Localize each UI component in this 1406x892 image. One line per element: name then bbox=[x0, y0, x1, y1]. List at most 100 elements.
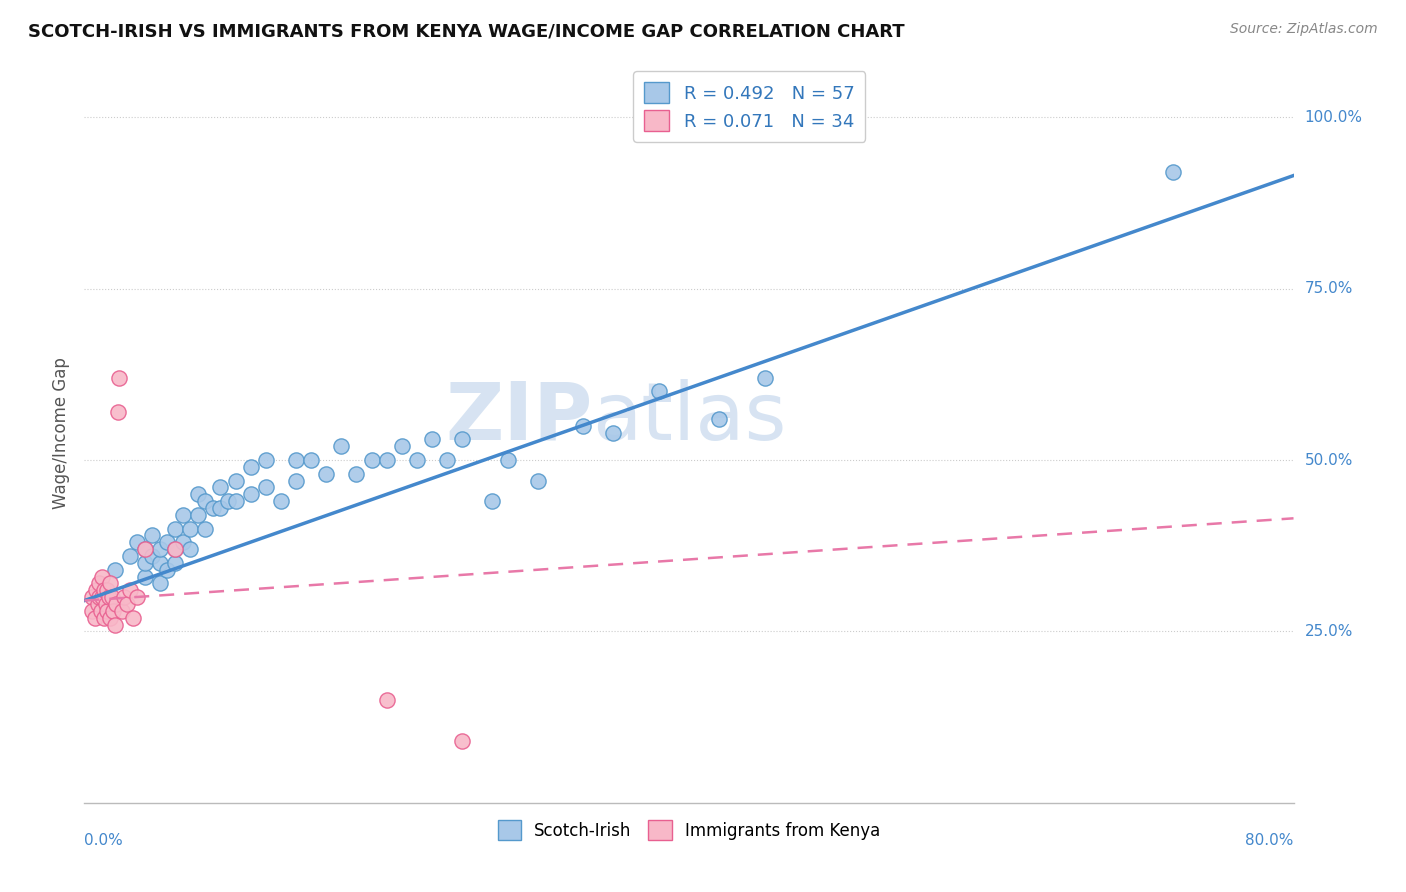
Point bbox=[93, 583, 115, 598]
Point bbox=[1161, 165, 1184, 179]
Point bbox=[80, 590, 103, 604]
Point bbox=[97, 590, 120, 604]
Point bbox=[100, 590, 122, 604]
Point bbox=[254, 453, 277, 467]
Point bbox=[194, 522, 217, 536]
Point bbox=[451, 433, 474, 447]
Point bbox=[86, 583, 108, 598]
Point bbox=[285, 453, 308, 467]
Point bbox=[209, 501, 232, 516]
Point bbox=[141, 549, 163, 563]
Point bbox=[572, 418, 595, 433]
Point bbox=[118, 549, 141, 563]
Point bbox=[156, 563, 179, 577]
Point bbox=[527, 474, 550, 488]
Point bbox=[80, 604, 103, 618]
Point bbox=[90, 604, 112, 618]
Text: 80.0%: 80.0% bbox=[1246, 833, 1294, 848]
Point bbox=[165, 522, 187, 536]
Point bbox=[94, 597, 117, 611]
Point bbox=[89, 590, 111, 604]
Point bbox=[179, 522, 201, 536]
Text: 100.0%: 100.0% bbox=[1305, 110, 1362, 125]
Point bbox=[201, 501, 224, 516]
Point bbox=[91, 569, 114, 583]
Text: atlas: atlas bbox=[592, 379, 786, 457]
Point bbox=[172, 508, 194, 522]
Point bbox=[87, 597, 110, 611]
Point bbox=[179, 542, 201, 557]
Point bbox=[602, 425, 624, 440]
Point bbox=[165, 556, 187, 570]
Point bbox=[406, 453, 429, 467]
Point bbox=[239, 487, 262, 501]
Point bbox=[165, 542, 187, 557]
Point bbox=[496, 453, 519, 467]
Point bbox=[111, 604, 134, 618]
Point bbox=[98, 576, 121, 591]
Point bbox=[375, 453, 398, 467]
Point bbox=[108, 371, 131, 385]
Point bbox=[391, 439, 413, 453]
Point bbox=[451, 734, 474, 748]
Point bbox=[285, 474, 308, 488]
Point bbox=[217, 494, 239, 508]
Point bbox=[141, 528, 163, 542]
Point bbox=[112, 590, 135, 604]
Point bbox=[149, 576, 172, 591]
Point bbox=[84, 610, 107, 624]
Point bbox=[299, 453, 322, 467]
Point bbox=[89, 576, 111, 591]
Point bbox=[172, 535, 194, 549]
Point bbox=[149, 556, 172, 570]
Point bbox=[118, 583, 141, 598]
Point bbox=[194, 494, 217, 508]
Point bbox=[134, 542, 156, 557]
Point bbox=[98, 610, 121, 624]
Y-axis label: Wage/Income Gap: Wage/Income Gap bbox=[52, 357, 70, 508]
Point bbox=[436, 453, 458, 467]
Point bbox=[270, 494, 292, 508]
Point bbox=[134, 569, 156, 583]
Point bbox=[225, 474, 247, 488]
Point bbox=[375, 693, 398, 707]
Point bbox=[239, 459, 262, 474]
Point bbox=[127, 590, 149, 604]
Point bbox=[127, 535, 149, 549]
Text: Source: ZipAtlas.com: Source: ZipAtlas.com bbox=[1230, 22, 1378, 37]
Point bbox=[165, 542, 187, 557]
Text: 75.0%: 75.0% bbox=[1305, 281, 1353, 296]
Point bbox=[254, 480, 277, 494]
Point bbox=[96, 583, 118, 598]
Text: ZIP: ZIP bbox=[444, 379, 592, 457]
Point bbox=[187, 487, 209, 501]
Point bbox=[648, 384, 671, 399]
Text: 0.0%: 0.0% bbox=[84, 833, 124, 848]
Legend: Scotch-Irish, Immigrants from Kenya: Scotch-Irish, Immigrants from Kenya bbox=[491, 814, 887, 847]
Point bbox=[187, 508, 209, 522]
Point bbox=[93, 610, 115, 624]
Point bbox=[104, 617, 127, 632]
Text: 50.0%: 50.0% bbox=[1305, 452, 1353, 467]
Point bbox=[481, 494, 503, 508]
Point bbox=[149, 542, 172, 557]
Point bbox=[107, 405, 129, 419]
Point bbox=[420, 433, 443, 447]
Point bbox=[101, 604, 124, 618]
Point bbox=[91, 590, 114, 604]
Point bbox=[134, 542, 156, 557]
Point bbox=[209, 480, 232, 494]
Text: SCOTCH-IRISH VS IMMIGRANTS FROM KENYA WAGE/INCOME GAP CORRELATION CHART: SCOTCH-IRISH VS IMMIGRANTS FROM KENYA WA… bbox=[28, 22, 904, 40]
Point bbox=[134, 556, 156, 570]
Text: 25.0%: 25.0% bbox=[1305, 624, 1353, 639]
Point bbox=[105, 597, 128, 611]
Point bbox=[225, 494, 247, 508]
Point bbox=[121, 610, 143, 624]
Point bbox=[709, 412, 731, 426]
Point bbox=[360, 453, 382, 467]
Point bbox=[156, 535, 179, 549]
Point bbox=[96, 604, 118, 618]
Point bbox=[315, 467, 337, 481]
Point bbox=[346, 467, 368, 481]
Point bbox=[115, 597, 138, 611]
